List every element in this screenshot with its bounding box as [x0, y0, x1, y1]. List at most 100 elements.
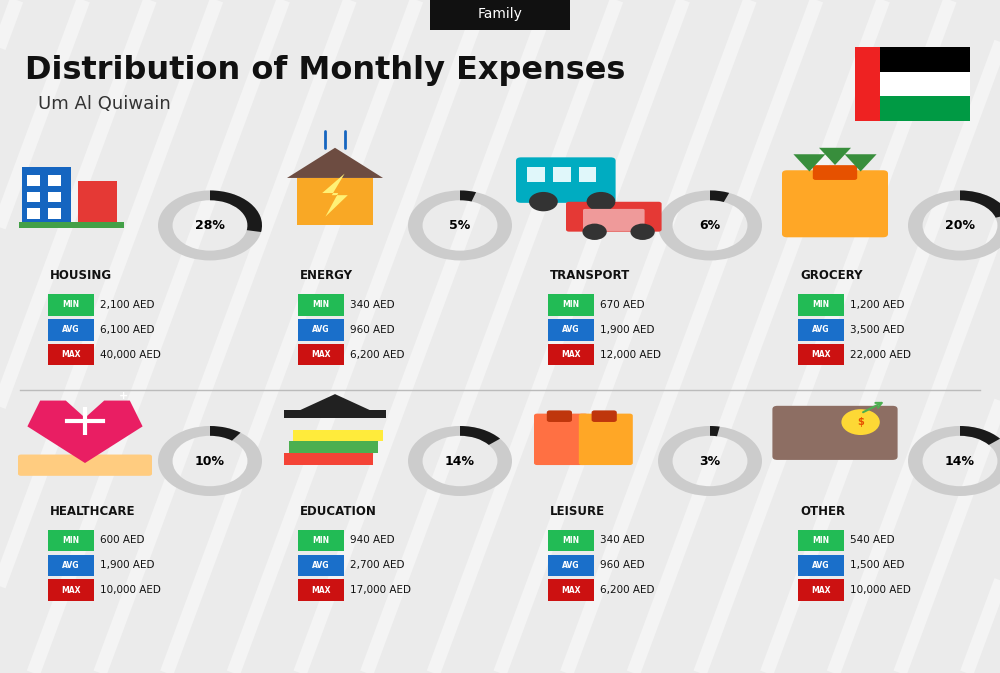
FancyBboxPatch shape	[284, 411, 386, 418]
FancyBboxPatch shape	[548, 555, 594, 576]
Text: 6,100 AED: 6,100 AED	[100, 325, 154, 334]
Text: 3%: 3%	[699, 454, 721, 468]
Text: 17,000 AED: 17,000 AED	[350, 586, 411, 595]
Text: 2,100 AED: 2,100 AED	[100, 300, 154, 310]
Text: 12,000 AED: 12,000 AED	[600, 350, 661, 359]
Wedge shape	[658, 190, 762, 260]
Text: AVG: AVG	[62, 561, 80, 570]
FancyBboxPatch shape	[548, 579, 594, 601]
FancyBboxPatch shape	[579, 414, 633, 465]
FancyBboxPatch shape	[27, 208, 40, 219]
FancyBboxPatch shape	[553, 167, 571, 182]
FancyBboxPatch shape	[548, 319, 594, 341]
Circle shape	[587, 192, 615, 211]
FancyBboxPatch shape	[78, 181, 116, 223]
Text: MIN: MIN	[62, 300, 80, 310]
Wedge shape	[960, 426, 1000, 445]
FancyBboxPatch shape	[284, 454, 373, 465]
Polygon shape	[27, 400, 143, 463]
Wedge shape	[908, 426, 1000, 496]
Text: HOUSING: HOUSING	[50, 269, 112, 283]
FancyBboxPatch shape	[298, 344, 344, 365]
Text: ENERGY: ENERGY	[300, 269, 353, 283]
Wedge shape	[460, 190, 476, 201]
Text: AVG: AVG	[812, 325, 830, 334]
FancyBboxPatch shape	[782, 170, 888, 238]
Text: Family: Family	[478, 7, 522, 21]
Text: $: $	[857, 417, 864, 427]
FancyBboxPatch shape	[566, 202, 662, 232]
FancyBboxPatch shape	[48, 319, 94, 341]
FancyBboxPatch shape	[583, 209, 645, 231]
Wedge shape	[210, 190, 262, 232]
Text: MAX: MAX	[61, 586, 81, 595]
FancyBboxPatch shape	[798, 344, 844, 365]
FancyBboxPatch shape	[27, 192, 40, 203]
Text: HEALTHCARE: HEALTHCARE	[50, 505, 136, 518]
Wedge shape	[908, 190, 1000, 260]
Polygon shape	[287, 148, 383, 178]
FancyBboxPatch shape	[430, 0, 570, 30]
Circle shape	[582, 223, 607, 240]
Text: AVG: AVG	[312, 561, 330, 570]
FancyBboxPatch shape	[48, 579, 94, 601]
Text: MAX: MAX	[61, 350, 81, 359]
FancyBboxPatch shape	[592, 411, 617, 422]
Text: MIN: MIN	[562, 536, 580, 545]
Wedge shape	[158, 426, 262, 496]
Text: MIN: MIN	[562, 300, 580, 310]
FancyBboxPatch shape	[48, 208, 60, 219]
Text: MIN: MIN	[812, 300, 830, 310]
Wedge shape	[658, 426, 762, 496]
FancyBboxPatch shape	[18, 454, 152, 476]
Text: 540 AED: 540 AED	[850, 536, 895, 545]
Text: AVG: AVG	[562, 561, 580, 570]
Text: MAX: MAX	[561, 350, 581, 359]
FancyBboxPatch shape	[297, 178, 373, 225]
FancyBboxPatch shape	[880, 47, 970, 72]
Text: 1,900 AED: 1,900 AED	[100, 561, 154, 570]
Text: 6,200 AED: 6,200 AED	[600, 586, 655, 595]
Text: MIN: MIN	[312, 300, 330, 310]
FancyBboxPatch shape	[855, 47, 880, 121]
FancyBboxPatch shape	[880, 72, 970, 96]
Wedge shape	[710, 426, 720, 436]
FancyBboxPatch shape	[289, 441, 378, 454]
Text: MIN: MIN	[62, 536, 80, 545]
Text: 22,000 AED: 22,000 AED	[850, 350, 911, 359]
FancyBboxPatch shape	[548, 530, 594, 551]
Wedge shape	[210, 426, 241, 441]
Text: 14%: 14%	[945, 454, 975, 468]
FancyBboxPatch shape	[798, 294, 844, 316]
Text: Um Al Quiwain: Um Al Quiwain	[38, 96, 171, 113]
Text: AVG: AVG	[812, 561, 830, 570]
FancyBboxPatch shape	[48, 175, 60, 186]
FancyBboxPatch shape	[298, 530, 344, 551]
FancyBboxPatch shape	[798, 555, 844, 576]
FancyBboxPatch shape	[298, 579, 344, 601]
Text: 28%: 28%	[195, 219, 225, 232]
Text: 6%: 6%	[699, 219, 721, 232]
Polygon shape	[322, 174, 348, 217]
Text: 10,000 AED: 10,000 AED	[100, 586, 161, 595]
Text: 5%: 5%	[449, 219, 471, 232]
Text: 960 AED: 960 AED	[350, 325, 395, 334]
Circle shape	[841, 409, 880, 435]
FancyBboxPatch shape	[516, 157, 616, 203]
Text: MAX: MAX	[811, 350, 831, 359]
Text: GROCERY: GROCERY	[800, 269, 862, 283]
FancyBboxPatch shape	[527, 167, 545, 182]
FancyBboxPatch shape	[298, 555, 344, 576]
Text: MAX: MAX	[311, 350, 331, 359]
FancyBboxPatch shape	[19, 222, 124, 228]
Text: 1,500 AED: 1,500 AED	[850, 561, 905, 570]
Text: Distribution of Monthly Expenses: Distribution of Monthly Expenses	[25, 55, 625, 86]
Text: 940 AED: 940 AED	[350, 536, 395, 545]
Text: 340 AED: 340 AED	[350, 300, 395, 310]
FancyBboxPatch shape	[579, 167, 596, 182]
FancyBboxPatch shape	[548, 344, 594, 365]
Wedge shape	[960, 190, 1000, 217]
FancyBboxPatch shape	[293, 429, 383, 441]
FancyBboxPatch shape	[880, 96, 970, 121]
Text: EDUCATION: EDUCATION	[300, 505, 377, 518]
